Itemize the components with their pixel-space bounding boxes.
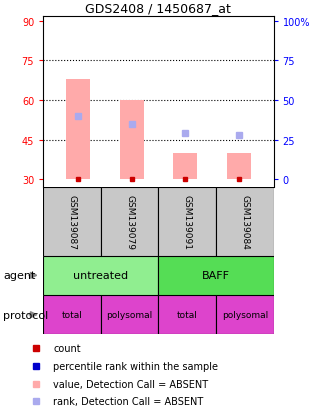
Bar	[216, 295, 274, 335]
Text: polysomal: polysomal	[222, 311, 268, 319]
Text: protocol: protocol	[3, 310, 48, 320]
Bar	[227, 154, 251, 180]
Text: rank, Detection Call = ABSENT: rank, Detection Call = ABSENT	[53, 396, 204, 406]
Bar	[43, 256, 158, 295]
Title: GDS2408 / 1450687_at: GDS2408 / 1450687_at	[85, 2, 231, 15]
Bar	[158, 256, 274, 295]
Text: count: count	[53, 343, 81, 353]
Text: untreated: untreated	[73, 271, 128, 281]
Bar	[43, 188, 101, 256]
Bar	[66, 80, 90, 180]
Text: GSM139091: GSM139091	[183, 195, 192, 249]
Bar	[43, 295, 101, 335]
Bar	[158, 295, 216, 335]
Text: GSM139087: GSM139087	[68, 195, 76, 249]
Text: total: total	[61, 311, 83, 319]
Bar	[173, 154, 197, 180]
Text: percentile rank within the sample: percentile rank within the sample	[53, 361, 218, 371]
Bar	[158, 188, 216, 256]
Text: polysomal: polysomal	[107, 311, 153, 319]
Bar	[101, 295, 158, 335]
Text: BAFF: BAFF	[202, 271, 230, 281]
Bar	[120, 101, 144, 180]
Text: value, Detection Call = ABSENT: value, Detection Call = ABSENT	[53, 379, 208, 389]
Text: total: total	[177, 311, 198, 319]
Text: GSM139084: GSM139084	[240, 195, 249, 249]
Text: GSM139079: GSM139079	[125, 195, 134, 249]
Text: agent: agent	[3, 271, 36, 281]
Bar	[101, 188, 158, 256]
Bar	[216, 188, 274, 256]
